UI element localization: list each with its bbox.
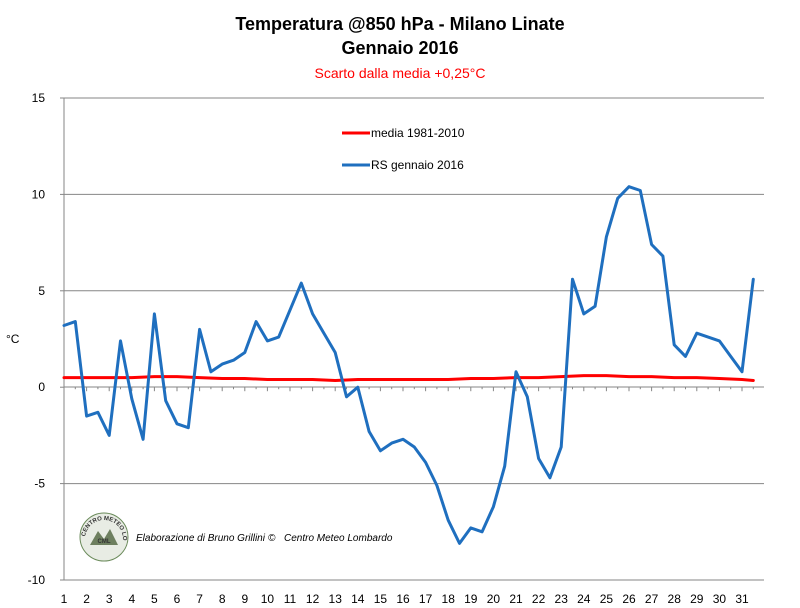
x-tick-label: 23 <box>555 592 569 606</box>
x-tick-label: 10 <box>261 592 275 606</box>
y-tick-label: -10 <box>28 573 46 587</box>
x-tick-label: 26 <box>622 592 636 606</box>
x-tick-label: 1 <box>61 592 68 606</box>
x-tick-label: 16 <box>396 592 410 606</box>
x-tick-label: 29 <box>690 592 704 606</box>
x-tick-label: 3 <box>106 592 113 606</box>
x-tick-label: 13 <box>329 592 343 606</box>
credit-org: Centro Meteo Lombardo <box>284 533 393 544</box>
x-tick-label: 25 <box>600 592 614 606</box>
y-tick-label: -5 <box>34 477 45 491</box>
x-tick-label: 18 <box>442 592 456 606</box>
chart-title: Temperatura @850 hPa - Milano Linate <box>235 14 564 34</box>
x-tick-label: 21 <box>509 592 523 606</box>
x-tick-label: 2 <box>83 592 90 606</box>
x-tick-label: 27 <box>645 592 659 606</box>
x-tick-label: 12 <box>306 592 320 606</box>
x-tick-label: 19 <box>464 592 478 606</box>
x-tick-label: 22 <box>532 592 546 606</box>
chart-subtitle: Scarto dalla media +0,25°C <box>315 65 486 81</box>
y-tick-label: 10 <box>32 187 46 201</box>
x-tick-label: 28 <box>668 592 682 606</box>
legend: media 1981-2010 RS gennaio 2016 <box>342 126 465 172</box>
logo-mountain-icon <box>90 529 118 545</box>
y-tick-label: 0 <box>38 380 45 394</box>
x-tick-label: 6 <box>174 592 181 606</box>
series-line-media <box>62 374 755 382</box>
x-tick-label: 8 <box>219 592 226 606</box>
legend-label-rs: RS gennaio 2016 <box>371 158 464 172</box>
logo-circle <box>79 512 129 562</box>
x-tick-label: 11 <box>284 592 297 606</box>
legend-label-media: media 1981-2010 <box>371 126 465 140</box>
gridlines <box>60 97 764 581</box>
x-tick-labels: 1 2 3 4 5 6 7 8 9 10 11 12 13 14 15 16 17 18 19 20 21 22 23 24 2… <box>61 592 749 606</box>
y-axis-label: °C <box>6 332 20 346</box>
x-tick-label: 15 <box>374 592 388 606</box>
x-tick-label: 31 <box>735 592 749 606</box>
x-tick-label: 4 <box>128 592 135 606</box>
x-tick-label: 24 <box>577 592 591 606</box>
x-tick-label: 7 <box>196 592 203 606</box>
x-tick-label: 14 <box>351 592 365 606</box>
y-tick-label: 15 <box>32 91 46 105</box>
copyright-icon: © <box>268 533 276 544</box>
credit-author: Elaborazione di Bruno Grillini <box>136 533 266 544</box>
x-tick-label: 5 <box>151 592 158 606</box>
cml-logo: CML CENTRO METEO LOMBARDO <box>79 512 129 562</box>
logo-initials: CML <box>98 539 111 545</box>
x-tick-label: 20 <box>487 592 501 606</box>
x-tick-label: 9 <box>241 592 248 606</box>
x-tick-label: 30 <box>713 592 727 606</box>
series-line-rs <box>62 185 755 545</box>
x-tick-label: 17 <box>419 592 433 606</box>
axes <box>63 98 764 580</box>
y-tick-label: 5 <box>38 284 45 298</box>
y-tick-labels: 15 10 5 0 -5 -10 <box>28 91 46 587</box>
series-lines <box>62 185 755 545</box>
chart-title-line2: Gennaio 2016 <box>341 38 458 58</box>
